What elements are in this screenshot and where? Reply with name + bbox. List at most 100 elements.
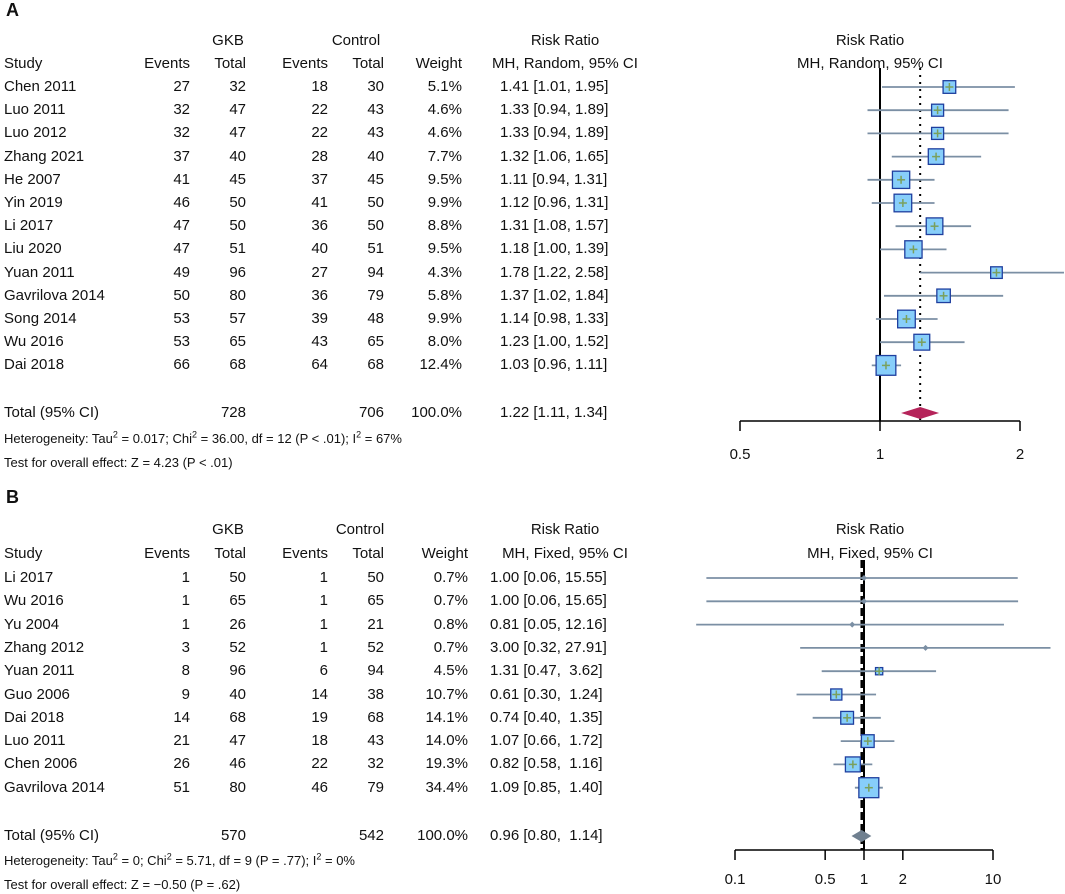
pb-gkb-total: 26 xyxy=(229,615,246,633)
pa-col-header-gkb-total: Total xyxy=(214,55,246,72)
pb-col-header-risk-ratio: Risk Ratio xyxy=(530,521,600,538)
pb-risk-ratio-ci: 1.07 [0.66, 1.72] xyxy=(490,732,603,750)
pb-gkb-events: 1 xyxy=(181,569,190,586)
pb-study-name: Wu 2016 xyxy=(4,592,64,610)
pb-gkb-total: 40 xyxy=(229,685,246,703)
pa-gkb-events: 53 xyxy=(173,310,190,327)
pa-control-events: 40 xyxy=(311,240,328,258)
pb-weight: 0.8% xyxy=(433,615,468,633)
pb-risk-ratio-ci: 1.00 [0.06, 15.65] xyxy=(490,592,607,610)
pa-total-label: Total (95% CI) xyxy=(4,404,100,421)
pb-group-header-control: Control xyxy=(335,521,385,538)
pa-gkb-total: 47 xyxy=(229,101,246,119)
pb-gkb-events: 14 xyxy=(173,708,190,726)
pa-gkb-total: 47 xyxy=(229,124,246,142)
pb-point-estimate xyxy=(861,575,867,581)
pa-pooled-diamond xyxy=(901,407,940,419)
pa-control-events: 41 xyxy=(311,194,328,211)
pb-heterogeneity-stats: Heterogeneity: Tau2 = 0; Chi2 = 5.71, df… xyxy=(4,851,355,868)
pb-study-name: Guo 2006 xyxy=(4,685,70,703)
pb-risk-ratio-ci: 1.09 [0.85, 1.40] xyxy=(490,778,603,796)
pa-weight: 12.4% xyxy=(419,356,462,374)
pb-study-name: Luo 2011 xyxy=(4,732,66,750)
pb-control-events: 1 xyxy=(319,592,328,610)
pa-control-total: 43 xyxy=(367,124,384,142)
pa-col-header-rr-method: MH, Random, 95% CI xyxy=(492,55,638,72)
pa-risk-ratio-ci: 1.18 [1.00, 1.39] xyxy=(500,240,609,258)
pa-gkb-total: 40 xyxy=(229,147,246,165)
pa-risk-ratio-ci: 1.32 [1.06, 1.65] xyxy=(500,147,609,165)
pb-plot-title: Risk Ratio xyxy=(835,521,905,538)
pb-total-weight: 100.0% xyxy=(417,827,468,844)
pb-control-total: 68 xyxy=(367,708,384,726)
pb-control-total: 65 xyxy=(367,592,384,610)
pa-control-events: 22 xyxy=(311,124,328,142)
pb-pooled-diamond xyxy=(851,830,872,842)
pa-study-name: Chen 2011 xyxy=(4,78,77,95)
pb-control-total: 52 xyxy=(367,638,384,656)
pa-x-tick-label: 2 xyxy=(1016,446,1024,463)
pa-control-events: 37 xyxy=(311,170,328,188)
pb-gkb-total: 50 xyxy=(229,569,246,586)
pb-gkb-events: 9 xyxy=(181,685,190,703)
pa-control-events: 18 xyxy=(311,78,328,95)
pb-panel-label: B xyxy=(6,487,19,507)
pa-risk-ratio-ci: 1.23 [1.00, 1.52] xyxy=(500,333,609,351)
pa-col-header-control-total: Total xyxy=(352,55,384,72)
pb-weight: 10.7% xyxy=(425,685,468,703)
pb-control-events: 1 xyxy=(319,638,328,656)
pa-control-total: 30 xyxy=(367,78,384,95)
pa-study-name: Liu 2020 xyxy=(4,240,62,258)
pb-control-total: 21 xyxy=(367,615,384,633)
pb-study-name: Dai 2018 xyxy=(4,708,65,726)
pa-control-total: 79 xyxy=(367,286,384,304)
pa-gkb-total: 96 xyxy=(229,263,246,281)
pb-risk-ratio-ci: 1.00 [0.06, 15.55] xyxy=(490,569,607,586)
pb-point-estimate xyxy=(849,621,856,628)
pa-gkb-events: 32 xyxy=(173,101,190,119)
pb-total-control: 542 xyxy=(358,827,384,844)
pa-gkb-events: 53 xyxy=(173,333,190,351)
pa-study-name: Luo 2012 xyxy=(4,124,67,142)
pa-control-total: 51 xyxy=(367,240,384,258)
pb-weight: 0.7% xyxy=(433,569,468,586)
pb-study-name: Yuan 2011 xyxy=(4,662,75,680)
pa-gkb-events: 47 xyxy=(173,217,190,235)
pa-risk-ratio-ci: 1.33 [0.94, 1.89] xyxy=(500,101,609,119)
pa-gkb-events: 49 xyxy=(173,263,190,281)
pb-gkb-events: 1 xyxy=(181,592,190,610)
pa-heterogeneity-stats: Heterogeneity: Tau2 = 0.017; Chi2 = 36.0… xyxy=(4,429,402,446)
pa-x-tick-label: 1 xyxy=(876,446,884,463)
pb-weight: 0.7% xyxy=(433,592,468,610)
pb-gkb-total: 65 xyxy=(229,592,246,610)
pb-study-name: Zhang 2012 xyxy=(4,638,85,656)
pa-control-total: 94 xyxy=(367,263,384,281)
pa-weight: 9.5% xyxy=(427,240,462,258)
pa-risk-ratio-ci: 1.14 [0.98, 1.33] xyxy=(500,310,609,327)
pb-x-tick-label: 1 xyxy=(860,871,868,888)
pb-total-risk-ratio-ci: 0.96 [0.80, 1.14] xyxy=(490,827,603,844)
pa-control-total: 65 xyxy=(367,333,384,351)
pb-control-events: 14 xyxy=(311,685,328,703)
pb-gkb-total: 68 xyxy=(229,708,246,726)
pb-col-header-weight: Weight xyxy=(421,545,468,562)
pa-plot-title: Risk Ratio xyxy=(835,32,905,49)
pa-control-total: 48 xyxy=(367,310,384,327)
pb-gkb-total: 80 xyxy=(229,778,246,796)
pa-study-name: He 2007 xyxy=(4,170,61,188)
pb-gkb-total: 96 xyxy=(229,662,246,680)
pb-risk-ratio-ci: 1.31 [0.47, 3.62] xyxy=(490,662,603,680)
pa-control-total: 43 xyxy=(367,101,384,119)
pa-study-name: Yuan 2011 xyxy=(4,263,75,281)
pb-gkb-events: 21 xyxy=(173,732,190,750)
pb-study-name: Li 2017 xyxy=(4,569,54,586)
pb-forest-plot: 0.1 0.5 1 2 10 xyxy=(696,560,1051,888)
pa-forest-plot: 0.5 1 2 xyxy=(730,68,1064,463)
pa-gkb-total: 80 xyxy=(229,286,246,304)
pa-col-header-risk-ratio: Risk Ratio xyxy=(530,32,600,49)
pa-gkb-events: 27 xyxy=(173,78,190,95)
pa-weight: 4.3% xyxy=(427,263,462,281)
pa-control-events: 36 xyxy=(311,217,328,235)
pa-control-events: 64 xyxy=(311,356,328,374)
pb-weight: 4.5% xyxy=(433,662,468,680)
